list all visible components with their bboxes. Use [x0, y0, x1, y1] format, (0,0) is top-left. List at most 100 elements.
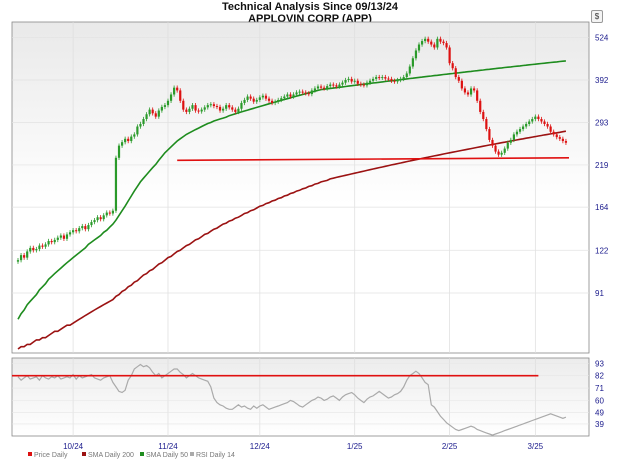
candle-body	[203, 107, 206, 110]
sma50-line	[17, 60, 566, 320]
candle-body	[179, 90, 182, 101]
candle-body	[411, 58, 414, 67]
candle-body	[402, 77, 405, 79]
candle-body	[111, 210, 114, 214]
candle-body	[194, 105, 197, 111]
candle-body	[546, 123, 549, 127]
candle-body	[105, 212, 108, 216]
candle-body	[142, 119, 145, 124]
candle-body	[414, 50, 418, 59]
candle-body	[515, 131, 519, 135]
candle-body	[405, 73, 408, 78]
candle-body	[488, 129, 491, 140]
candle-body	[56, 237, 59, 240]
x-tick-label: 12/24	[250, 442, 271, 451]
candle-body	[197, 110, 200, 112]
candle-body	[292, 94, 295, 97]
candle-body	[212, 104, 216, 107]
rsi-tick-label: 49	[595, 409, 604, 418]
candle-body	[124, 138, 127, 143]
candle-body	[249, 96, 252, 99]
candle-body	[375, 77, 378, 79]
rsi-tick-label: 39	[595, 420, 604, 429]
x-tick-label: 2/25	[442, 442, 458, 451]
candle-body	[316, 86, 320, 89]
candle-body	[32, 247, 35, 251]
candle-body	[323, 87, 326, 89]
candle-body	[252, 98, 255, 102]
x-tick-label: 3/25	[528, 442, 544, 451]
candle-body	[399, 78, 402, 81]
candle-body	[267, 98, 271, 101]
candle-body	[338, 84, 341, 87]
rsi-tick-label: 93	[595, 359, 604, 368]
candle-body	[368, 80, 372, 83]
candle-body	[509, 139, 512, 143]
candle-body	[206, 105, 209, 108]
candle-body	[528, 121, 531, 124]
candle-body	[473, 88, 476, 91]
candle-body	[136, 126, 139, 135]
candle-body	[72, 230, 75, 233]
candle-body	[221, 108, 225, 111]
candle-body	[139, 123, 142, 127]
candle-body	[81, 226, 84, 229]
candle-body	[243, 99, 246, 103]
candle-body	[347, 78, 350, 81]
candle-body	[332, 84, 335, 86]
candle-body	[169, 94, 173, 101]
candle-body	[384, 77, 387, 79]
candle-body	[387, 78, 390, 80]
candle-body	[130, 136, 133, 142]
candle-body	[564, 141, 568, 143]
candle-body	[359, 83, 362, 85]
candle-body	[225, 105, 228, 109]
candle-body	[503, 148, 506, 153]
candle-body	[482, 111, 485, 120]
candle-body	[537, 116, 540, 120]
candle-body	[200, 109, 203, 112]
y-tick-label: 293	[595, 118, 609, 127]
candle-body	[117, 145, 121, 158]
candle-body	[531, 119, 534, 122]
candle-body	[99, 217, 102, 220]
candle-body	[558, 137, 561, 139]
candle-body	[148, 109, 151, 115]
x-tick-label: 10/24	[63, 442, 84, 451]
candle-body	[26, 251, 29, 258]
candle-body	[120, 142, 124, 146]
candle-body	[87, 225, 90, 230]
candle-body	[485, 119, 488, 130]
candle-body	[234, 109, 237, 112]
candle-body	[356, 80, 359, 84]
sma200-line	[17, 130, 567, 350]
candle-body	[497, 151, 500, 155]
candle-body	[93, 220, 96, 223]
candle-body	[68, 232, 72, 235]
candle-body	[350, 78, 353, 82]
candle-body	[133, 134, 136, 137]
rsi-panel	[11, 357, 590, 437]
candle-body	[344, 80, 347, 83]
candle-body	[457, 77, 460, 81]
candle-body	[160, 106, 163, 111]
candle-body	[479, 100, 482, 112]
candle-body	[258, 97, 261, 100]
candle-body	[469, 88, 473, 95]
candle-body	[549, 126, 552, 132]
candle-body	[476, 90, 479, 101]
dollar-icon[interactable]: $	[591, 10, 603, 23]
candle-body	[280, 98, 283, 100]
candle-body	[62, 235, 66, 239]
candle-body	[454, 68, 457, 78]
candle-body	[436, 38, 439, 48]
candle-body	[335, 85, 338, 87]
legend-sma50: SMA Daily 50	[146, 452, 188, 459]
candle-body	[38, 245, 41, 250]
candle-body	[246, 96, 249, 100]
candle-body	[445, 43, 448, 48]
candle-body	[525, 123, 528, 127]
candle-body	[264, 95, 268, 99]
candle-body	[151, 109, 154, 114]
